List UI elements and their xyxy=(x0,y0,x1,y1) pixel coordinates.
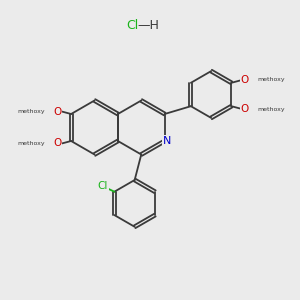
Text: —H: —H xyxy=(138,19,159,32)
Text: methoxy: methoxy xyxy=(257,77,285,82)
Text: Cl: Cl xyxy=(98,181,108,191)
Text: O: O xyxy=(53,106,62,117)
Text: methoxy: methoxy xyxy=(17,109,45,113)
Text: Cl: Cl xyxy=(126,19,138,32)
Text: methoxy: methoxy xyxy=(17,142,45,146)
Text: N: N xyxy=(163,136,171,146)
Text: methoxy: methoxy xyxy=(257,107,285,112)
Text: O: O xyxy=(53,138,62,148)
Text: O: O xyxy=(241,75,249,85)
Text: O: O xyxy=(241,103,249,114)
